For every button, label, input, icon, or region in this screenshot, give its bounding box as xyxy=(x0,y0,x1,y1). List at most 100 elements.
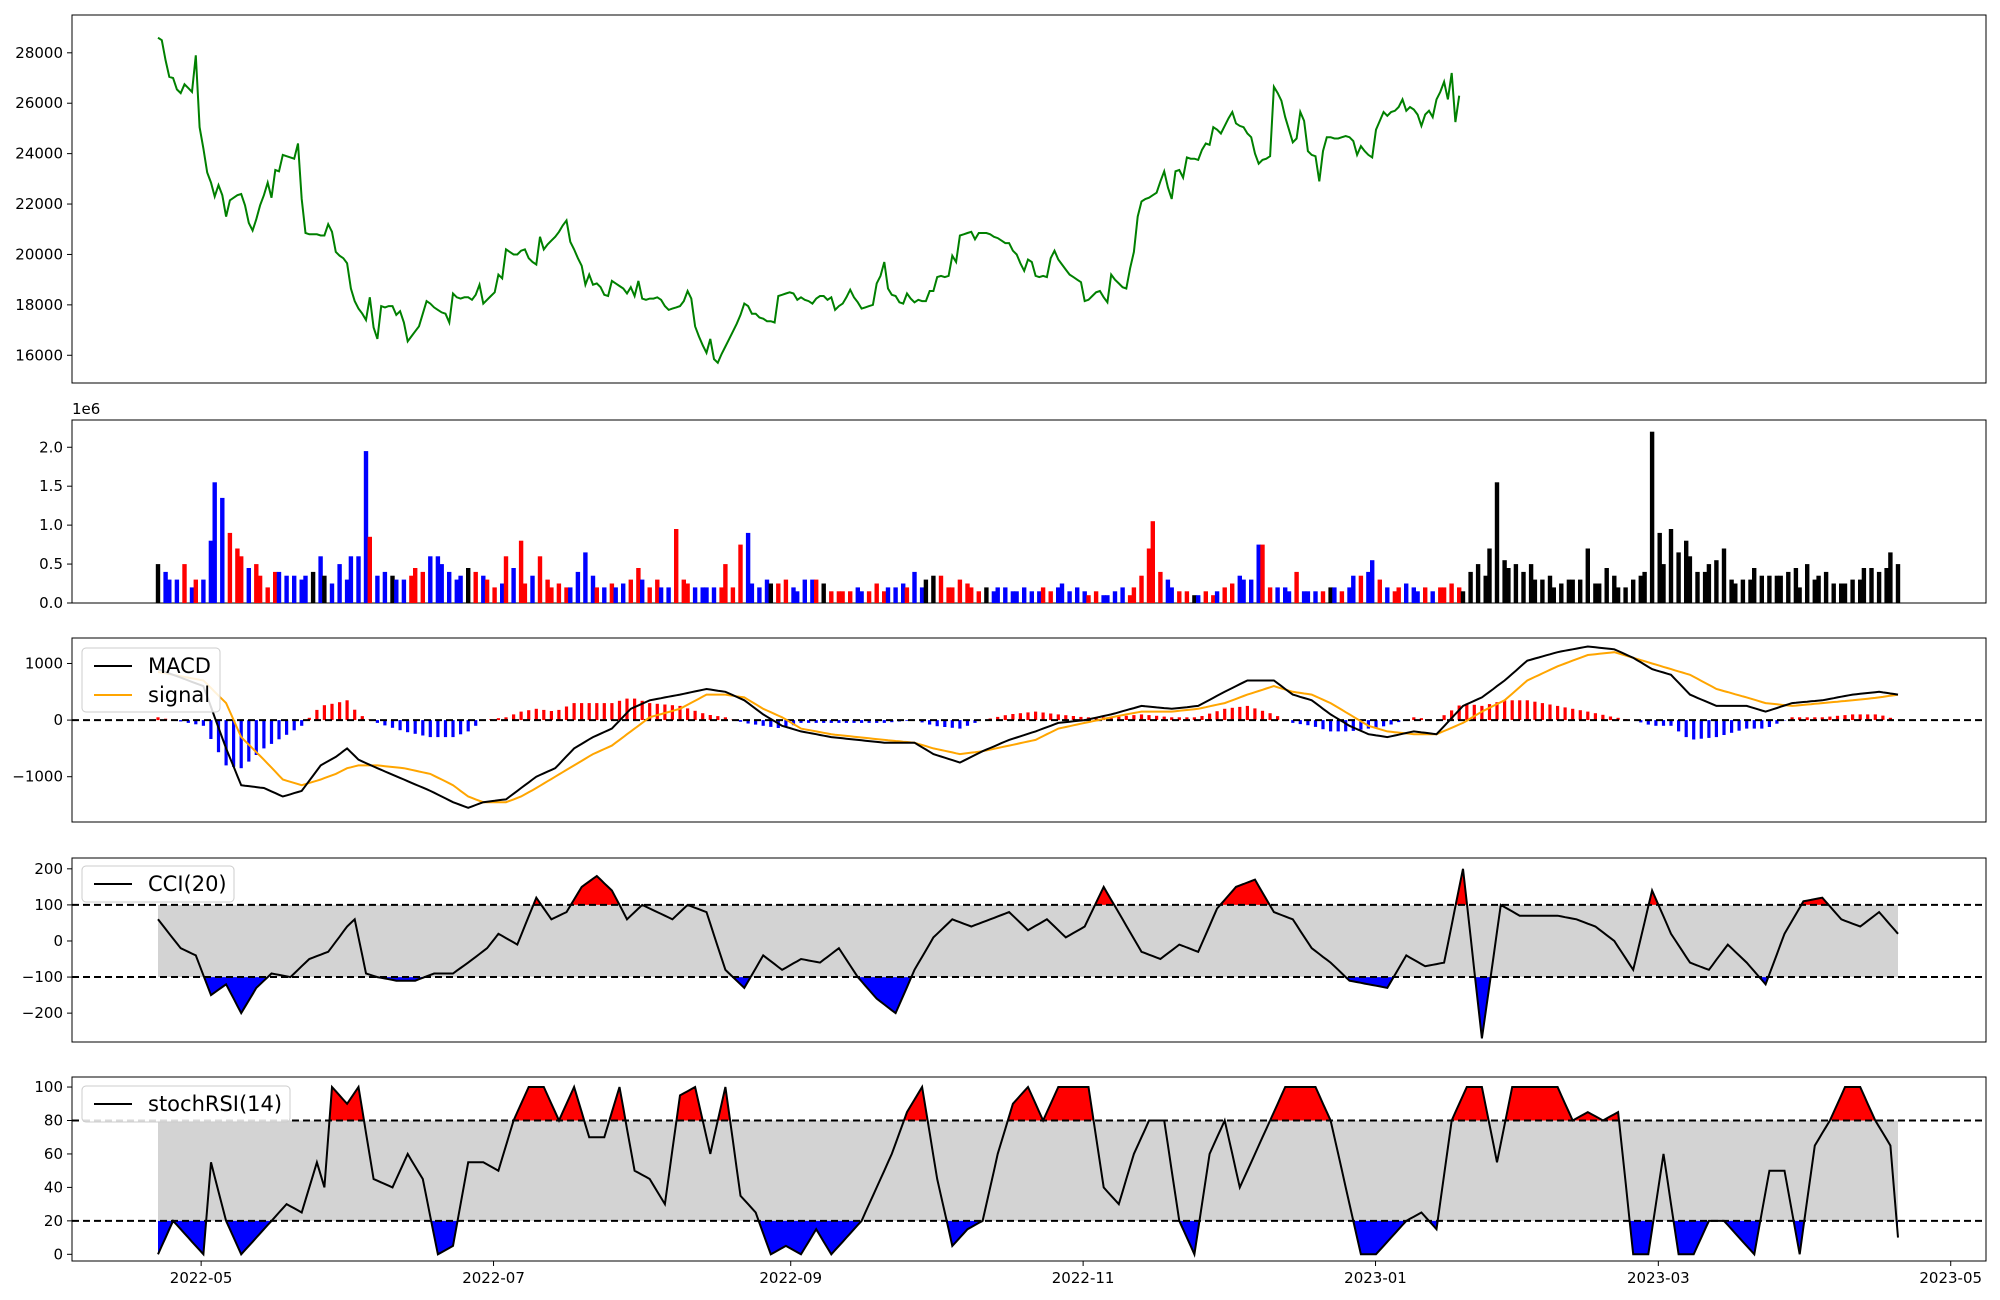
histogram-bar xyxy=(950,720,954,728)
volume-bar xyxy=(1022,587,1027,603)
volume-bar xyxy=(1661,564,1666,603)
histogram-bar xyxy=(1578,710,1582,721)
histogram-bar xyxy=(527,710,531,721)
volume-bar xyxy=(757,587,762,603)
histogram-bar xyxy=(1230,707,1234,721)
stochrsi-line xyxy=(157,1084,1899,1258)
histogram-bar xyxy=(1170,717,1174,721)
volume-bar xyxy=(821,583,826,603)
histogram-bar xyxy=(1684,720,1688,738)
histogram-bar xyxy=(738,720,743,722)
volume-bar xyxy=(749,583,755,603)
volume-bar xyxy=(1532,579,1538,603)
histogram-bar xyxy=(1071,716,1075,720)
volume-bar xyxy=(1642,571,1647,603)
volume-bar xyxy=(594,587,599,603)
volume-bar xyxy=(318,556,323,603)
histogram-bar xyxy=(1639,720,1643,723)
volume-bar xyxy=(1275,587,1280,603)
volume-bar xyxy=(1351,575,1356,603)
histogram-bar xyxy=(595,703,599,721)
histogram-bar xyxy=(428,720,432,738)
volume-bar xyxy=(984,587,989,603)
volume-bar xyxy=(810,579,815,603)
y-tick-label: 1.5 xyxy=(39,477,63,495)
histogram-bar xyxy=(398,720,402,731)
histogram-bar xyxy=(1162,716,1166,721)
volume-bar xyxy=(1615,587,1621,603)
histogram-bar xyxy=(338,702,342,721)
histogram-bar xyxy=(1503,700,1507,721)
volume-bar xyxy=(1332,587,1337,603)
histogram-bar xyxy=(1034,711,1038,721)
volume-bar xyxy=(901,583,906,603)
volume-bar xyxy=(394,579,399,603)
volume-bar xyxy=(795,591,800,603)
volume-bar xyxy=(640,579,645,603)
histogram-bar xyxy=(633,698,637,721)
volume-bar xyxy=(1082,591,1087,603)
histogram-bar xyxy=(1079,716,1083,721)
volume-bar xyxy=(458,575,463,603)
histogram-bar xyxy=(1510,700,1514,721)
volume-bar xyxy=(1260,544,1265,603)
volume-bar xyxy=(1812,579,1817,603)
volume-bar xyxy=(855,587,860,603)
volume-bar xyxy=(481,575,486,603)
volume-bar xyxy=(1267,587,1273,603)
volume-bar xyxy=(1169,587,1174,603)
x-tick-label: 2023-05 xyxy=(1919,1269,1982,1287)
histogram-bar xyxy=(1291,720,1295,723)
volume-bar xyxy=(609,583,615,603)
volume-bar xyxy=(1831,583,1836,603)
histogram-bar xyxy=(973,720,977,723)
histogram-bar xyxy=(1124,715,1128,720)
volume-bar xyxy=(549,587,554,603)
histogram-bar xyxy=(1692,720,1696,740)
signal-line xyxy=(157,651,1899,804)
histogram-bar xyxy=(1139,714,1144,721)
volume-bar xyxy=(1593,583,1598,603)
volume-bar xyxy=(1547,575,1553,603)
volume-bar xyxy=(1676,552,1681,603)
volume-bar xyxy=(1585,548,1590,603)
histogram-bar xyxy=(1669,720,1673,726)
histogram-bar xyxy=(1487,704,1492,721)
volume-bar xyxy=(783,579,789,603)
volume-bar xyxy=(1502,560,1507,603)
histogram-bar xyxy=(1835,715,1840,720)
histogram-bar xyxy=(564,706,569,721)
histogram-bar xyxy=(1041,712,1045,720)
histogram-bar xyxy=(1412,717,1416,721)
histogram-bar xyxy=(1525,700,1529,721)
volume-bar xyxy=(439,564,444,603)
histogram-bar xyxy=(254,720,258,755)
histogram-bar xyxy=(1677,720,1681,732)
volume-bar xyxy=(1214,591,1220,603)
histogram-bar xyxy=(1518,700,1522,721)
volume-bar xyxy=(859,591,864,603)
histogram-bar xyxy=(1321,720,1325,730)
volume-bar xyxy=(674,529,679,603)
histogram-bar xyxy=(769,720,773,727)
histogram-bar xyxy=(1540,703,1544,721)
volume-bar xyxy=(931,575,936,603)
volume-bar xyxy=(602,587,607,603)
volume-bar xyxy=(1657,532,1662,603)
y-tick-label: 40 xyxy=(44,1178,63,1196)
volume-bar xyxy=(666,587,671,603)
volume-bar xyxy=(1283,587,1288,603)
histogram-bar xyxy=(580,703,584,721)
volume-bar xyxy=(882,591,887,603)
volume-bar xyxy=(745,532,751,603)
volume-bar xyxy=(590,575,596,603)
histogram-bar xyxy=(799,720,803,723)
y-tick-label: 28000 xyxy=(15,44,63,62)
volume-bar xyxy=(1404,583,1409,603)
volume-bar xyxy=(885,587,891,603)
y-tick-label: −200 xyxy=(22,1004,63,1022)
histogram-bar xyxy=(285,720,289,735)
volume-bar xyxy=(239,556,244,603)
volume-bar xyxy=(1597,583,1602,603)
volume-bar xyxy=(435,556,441,603)
